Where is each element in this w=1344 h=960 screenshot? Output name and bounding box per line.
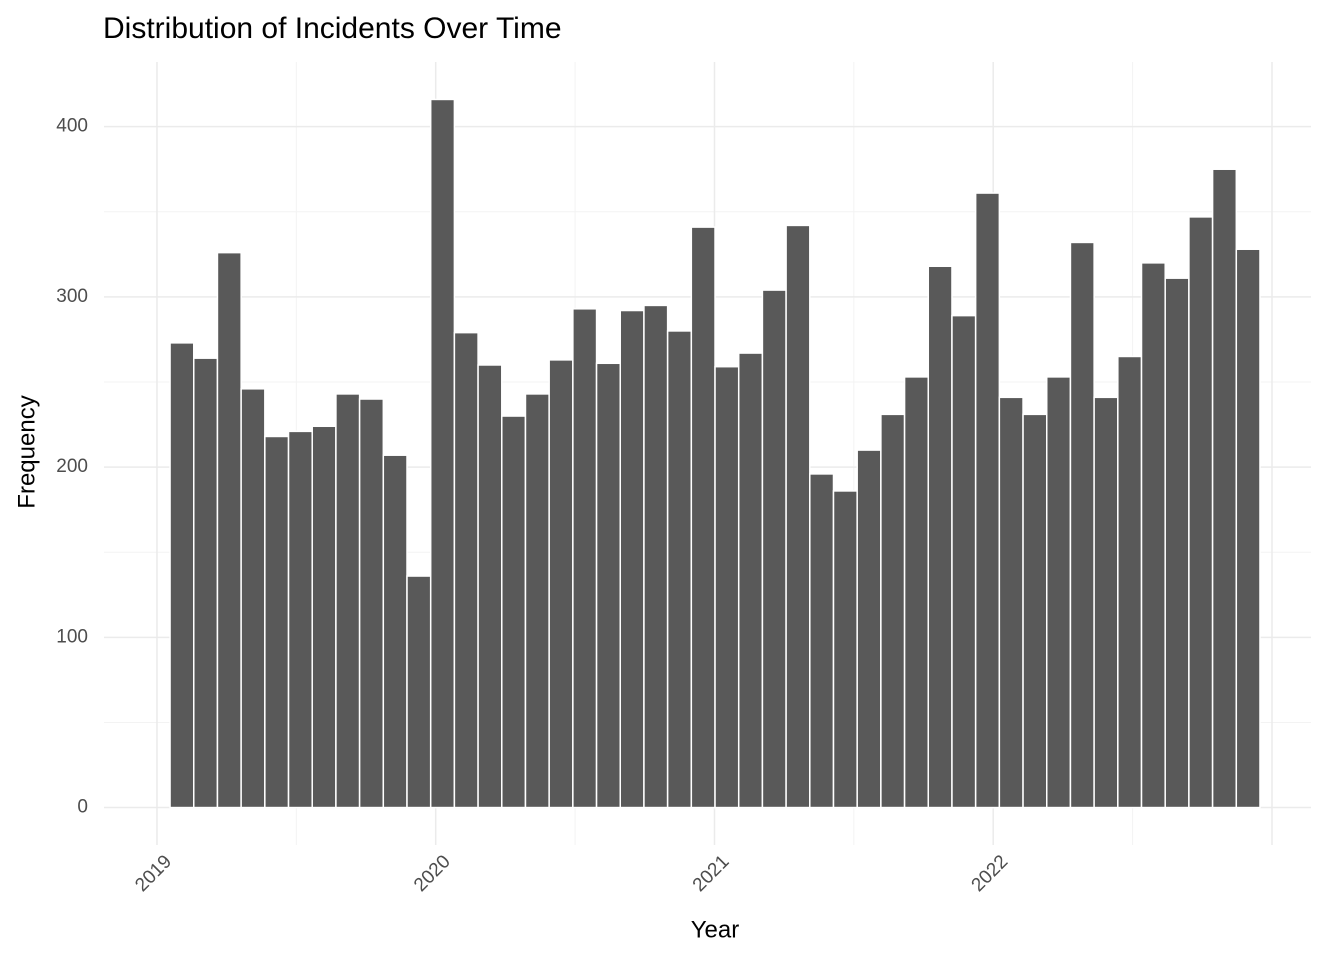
bar: [477, 364, 503, 809]
bar: [240, 388, 266, 809]
bar: [1140, 262, 1166, 809]
bar: [335, 393, 361, 809]
bar: [287, 430, 313, 809]
y-tick-label: 300: [56, 286, 88, 307]
bar: [311, 425, 337, 809]
bar: [619, 309, 645, 809]
bar: [903, 376, 930, 809]
y-axis-title: Frequency: [13, 395, 40, 508]
y-tick-label: 100: [56, 626, 88, 647]
bar: [1188, 216, 1214, 809]
bar: [927, 265, 953, 809]
bar: [216, 251, 242, 809]
x-tick-label: 2019: [131, 851, 176, 896]
bar: [358, 398, 385, 809]
x-tick-label: 2022: [968, 851, 1013, 896]
bar: [951, 314, 977, 809]
bar: [501, 415, 527, 809]
bar: [761, 289, 787, 809]
bar: [737, 352, 764, 809]
bar: [548, 359, 574, 809]
bar: [1117, 355, 1143, 809]
bar: [666, 330, 693, 809]
y-tick-label: 0: [77, 797, 88, 818]
bar: [974, 192, 1001, 809]
bar: [169, 342, 195, 809]
bar: [595, 362, 622, 809]
bar: [264, 435, 290, 809]
bar: [1069, 241, 1095, 809]
x-axis-title: Year: [691, 916, 740, 943]
bar: [572, 308, 598, 809]
y-tick-label: 400: [56, 116, 88, 137]
bar: [809, 473, 835, 809]
bar: [453, 331, 479, 809]
bar: [524, 393, 550, 809]
bar: [880, 413, 906, 809]
bar: [1022, 413, 1048, 809]
bar: [406, 575, 432, 809]
bar: [690, 226, 716, 809]
bar: [856, 449, 882, 809]
bar: [193, 357, 219, 809]
bar: [1093, 396, 1119, 809]
bar: [1045, 376, 1072, 809]
bar: [643, 304, 669, 809]
bar: [714, 365, 740, 809]
bar: [785, 224, 811, 809]
bar: [1211, 168, 1238, 809]
x-tick-label: 2020: [410, 851, 455, 896]
chart-title: Distribution of Incidents Over Time: [103, 12, 562, 45]
bar: [382, 454, 408, 809]
bar: [998, 396, 1024, 809]
bar: [429, 98, 456, 809]
x-tick-label: 2021: [689, 851, 734, 896]
bar: [832, 490, 858, 809]
bar: [1164, 277, 1190, 809]
y-tick-label: 200: [56, 456, 88, 477]
bar: [1235, 248, 1261, 809]
